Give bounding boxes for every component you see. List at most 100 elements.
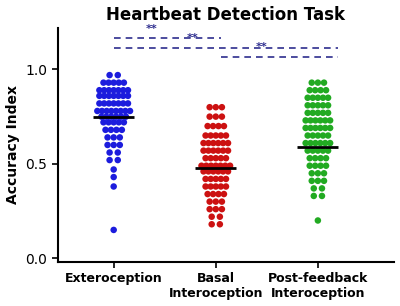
- Point: [127, 109, 133, 114]
- Point: [208, 222, 215, 227]
- Point: [212, 199, 219, 204]
- Point: [104, 135, 111, 140]
- Point: [327, 118, 333, 123]
- Point: [104, 143, 111, 147]
- Point: [110, 175, 117, 180]
- Point: [320, 148, 326, 153]
- Point: [101, 101, 107, 106]
- Point: [125, 93, 131, 98]
- Text: **: **: [145, 24, 157, 34]
- Point: [315, 110, 321, 115]
- Point: [225, 169, 231, 174]
- Point: [106, 93, 112, 98]
- Point: [310, 95, 316, 100]
- Point: [110, 135, 117, 140]
- Point: [210, 124, 216, 129]
- Point: [308, 171, 315, 176]
- Point: [225, 141, 231, 146]
- Point: [302, 125, 309, 130]
- Point: [208, 133, 214, 138]
- Point: [323, 88, 329, 93]
- Point: [110, 120, 117, 125]
- Point: [206, 199, 213, 204]
- Point: [110, 184, 117, 189]
- Point: [123, 114, 129, 119]
- Point: [101, 93, 107, 98]
- Point: [222, 163, 228, 168]
- Point: [110, 167, 117, 172]
- Point: [118, 114, 124, 119]
- Point: [217, 163, 224, 168]
- Point: [100, 80, 107, 85]
- Point: [96, 88, 102, 93]
- Point: [110, 93, 117, 98]
- Point: [315, 218, 321, 223]
- Point: [208, 184, 214, 189]
- Point: [218, 133, 224, 138]
- Point: [198, 163, 205, 168]
- Point: [307, 125, 314, 130]
- Point: [315, 103, 321, 108]
- Point: [320, 95, 326, 100]
- Point: [219, 207, 225, 212]
- Point: [319, 193, 325, 198]
- Point: [212, 133, 219, 138]
- Point: [104, 109, 110, 114]
- Point: [308, 178, 315, 183]
- Point: [320, 103, 326, 108]
- Point: [310, 103, 316, 108]
- Text: **: **: [186, 33, 198, 43]
- Point: [210, 141, 216, 146]
- Point: [210, 192, 216, 196]
- Point: [223, 156, 229, 161]
- Point: [310, 148, 316, 153]
- Point: [208, 163, 214, 168]
- Point: [96, 93, 102, 98]
- Point: [110, 101, 117, 106]
- Point: [310, 133, 316, 138]
- Point: [202, 177, 209, 181]
- Point: [105, 80, 112, 85]
- Point: [208, 214, 215, 219]
- Point: [312, 156, 318, 161]
- Point: [221, 124, 227, 129]
- Point: [212, 207, 219, 212]
- Point: [315, 171, 321, 176]
- Point: [210, 148, 216, 153]
- Point: [306, 88, 313, 93]
- Point: [117, 135, 123, 140]
- Point: [114, 73, 121, 77]
- Point: [200, 141, 207, 146]
- Point: [205, 148, 212, 153]
- Point: [103, 114, 110, 119]
- Point: [98, 114, 105, 119]
- Point: [125, 88, 131, 93]
- Point: [204, 192, 211, 196]
- Point: [325, 95, 331, 100]
- Point: [122, 109, 128, 114]
- Point: [323, 163, 329, 168]
- Point: [312, 88, 318, 93]
- Point: [113, 127, 120, 132]
- Point: [99, 109, 105, 114]
- Point: [220, 141, 226, 146]
- Point: [125, 101, 131, 106]
- Point: [220, 148, 226, 153]
- Point: [217, 214, 223, 219]
- Point: [117, 143, 123, 147]
- Point: [304, 133, 311, 138]
- Point: [115, 88, 122, 93]
- Point: [322, 125, 328, 130]
- Point: [200, 148, 207, 153]
- Point: [206, 114, 213, 119]
- Point: [321, 178, 327, 183]
- Point: [323, 156, 329, 161]
- Point: [218, 184, 224, 189]
- Point: [317, 156, 324, 161]
- Point: [312, 125, 319, 130]
- Point: [115, 93, 122, 98]
- Point: [319, 186, 325, 191]
- Point: [317, 88, 324, 93]
- Point: [223, 133, 229, 138]
- Point: [212, 156, 219, 161]
